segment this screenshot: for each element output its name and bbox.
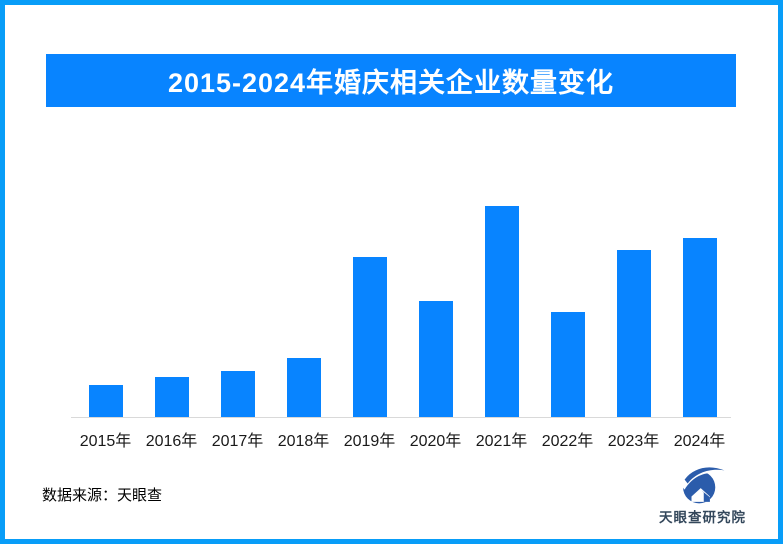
x-axis-label-2016年: 2016年: [145, 433, 198, 450]
x-axis-label-2018年: 2018年: [277, 433, 330, 450]
data-source-note: 数据来源：天眼查: [42, 487, 163, 504]
tianyancha-logo: 天眼查研究院: [655, 465, 750, 527]
x-axis-label-2019年: 2019年: [343, 433, 396, 450]
bar-2016年: [154, 376, 189, 417]
bar-2021年: [484, 206, 519, 417]
x-axis-label-2015年: 2015年: [79, 433, 132, 450]
bar-2019年: [352, 256, 387, 417]
bar-2024年: [682, 237, 717, 417]
x-axis-label-2017年: 2017年: [211, 433, 264, 450]
bar-2020年: [418, 300, 453, 417]
title-banner: 2015-2024年婚庆相关企业数量变化: [46, 54, 736, 107]
bar-2023年: [616, 250, 651, 417]
x-axis-line: [71, 417, 731, 418]
bar-2022年: [550, 311, 585, 417]
tianyancha-eye-icon: [680, 467, 725, 504]
chart-title: 2015-2024年婚庆相关企业数量变化: [167, 68, 615, 98]
logo-wordmark: 天眼查研究院: [659, 510, 746, 525]
bar-2015年: [88, 385, 123, 417]
bar-2017年: [220, 370, 255, 417]
x-axis-label-2021年: 2021年: [475, 433, 528, 450]
x-axis-label-2022年: 2022年: [541, 433, 594, 450]
x-axis-label-2023年: 2023年: [607, 433, 660, 450]
x-axis-label-2020年: 2020年: [409, 433, 462, 450]
x-axis-label-2024年: 2024年: [673, 433, 726, 450]
bar-chart: 2015年 2016年 2017年 2018年 2019年 2020年 2021年 2022年…: [5, 5, 778, 539]
bar-2018年: [286, 357, 321, 417]
